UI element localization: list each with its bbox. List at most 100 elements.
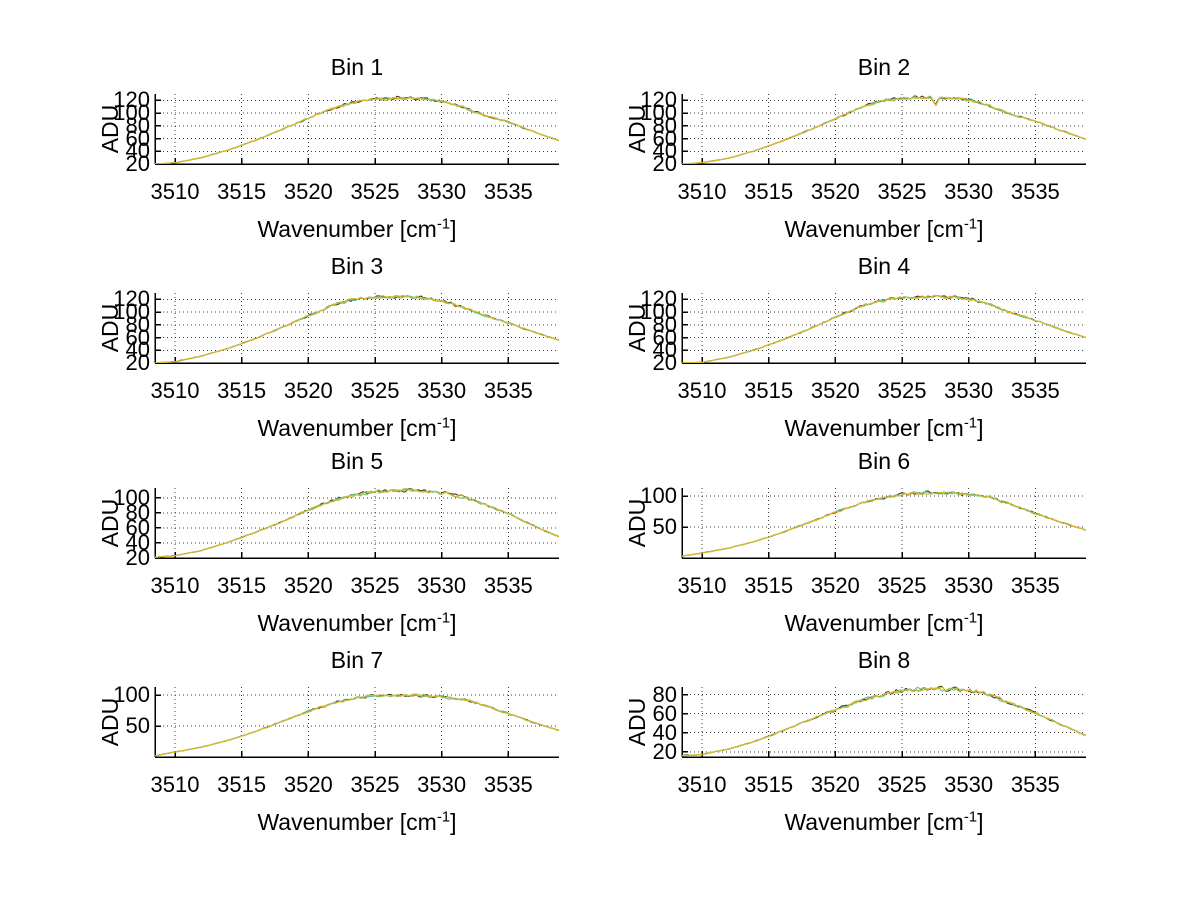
x-tick-label: 3530 bbox=[417, 573, 467, 598]
spectrum-line-secondary bbox=[155, 488, 559, 558]
x-axis-label-exponent: -1 bbox=[436, 609, 451, 627]
y-tick-label: 80 bbox=[652, 681, 677, 707]
grid-lines bbox=[155, 488, 559, 559]
x-tick-label: 3525 bbox=[877, 378, 927, 403]
y-tick-label: 100 bbox=[113, 484, 150, 510]
y-tick-label: 50 bbox=[125, 713, 150, 739]
y-tick-label: 80 bbox=[125, 311, 150, 337]
spectrum-line-primary bbox=[682, 491, 1086, 557]
spectrum-line-primary bbox=[155, 693, 559, 757]
y-tick-label: 40 bbox=[652, 719, 677, 745]
x-axis-label-exponent: -1 bbox=[963, 609, 978, 627]
x-tick-label: 3515 bbox=[217, 179, 267, 204]
x-tick-label: 3520 bbox=[283, 772, 333, 797]
x-tick-label: 3525 bbox=[350, 378, 400, 403]
y-tick-label: 20 bbox=[652, 151, 677, 176]
x-axis-label-exponent: -1 bbox=[436, 215, 451, 233]
spectrum-line-primary bbox=[155, 488, 559, 558]
x-tick-label: 3520 bbox=[283, 179, 333, 204]
x-axis-label: Wavenumber [cm-1] bbox=[197, 610, 517, 636]
y-tick-label: 60 bbox=[652, 700, 677, 726]
spectrum-line-secondary bbox=[155, 294, 559, 363]
x-axis-label-bracket: ] bbox=[977, 809, 984, 835]
x-tick-label: 3530 bbox=[417, 179, 467, 204]
x-axis-label-text: Wavenumber [cm bbox=[257, 809, 437, 835]
y-tick-label: 100 bbox=[640, 100, 677, 126]
plot-title: Bin 5 bbox=[330, 448, 384, 474]
x-axis-label-text: Wavenumber [cm bbox=[784, 415, 964, 441]
grid-lines bbox=[682, 293, 1086, 364]
plot-title: Bin 8 bbox=[857, 647, 911, 673]
y-tick-label: 100 bbox=[113, 100, 150, 126]
x-axis-label: Wavenumber [cm-1] bbox=[197, 216, 517, 242]
x-tick-label: 3525 bbox=[350, 772, 400, 797]
x-tick-label: 3510 bbox=[677, 179, 727, 204]
axis-spines bbox=[154, 293, 559, 364]
x-axis-label: Wavenumber [cm-1] bbox=[724, 415, 1044, 441]
x-tick-label: 3510 bbox=[677, 573, 727, 598]
y-tick-label: 120 bbox=[640, 87, 677, 113]
y-tick-label: 60 bbox=[125, 514, 150, 540]
plot-title: Bin 2 bbox=[857, 54, 911, 80]
x-axis-label: Wavenumber [cm-1] bbox=[197, 415, 517, 441]
x-axis-label-bracket: ] bbox=[450, 809, 457, 835]
plot-title: Bin 7 bbox=[330, 647, 384, 673]
x-tick-label: 3525 bbox=[877, 573, 927, 598]
x-tick-label: 3510 bbox=[677, 378, 727, 403]
plot-area-svg bbox=[154, 487, 559, 559]
y-tick-label: 40 bbox=[125, 529, 150, 555]
spectrum-line-secondary bbox=[155, 694, 559, 757]
x-tick-label: 3515 bbox=[744, 179, 794, 204]
x-tick-label: 3515 bbox=[744, 573, 794, 598]
x-tick-label: 3525 bbox=[877, 179, 927, 204]
y-tick-label: 80 bbox=[652, 311, 677, 337]
x-axis-label-exponent: -1 bbox=[963, 414, 978, 432]
x-tick-label: 3510 bbox=[150, 573, 200, 598]
y-tick-label: 100 bbox=[113, 682, 150, 708]
y-tick-label: 60 bbox=[125, 125, 150, 151]
x-axis-label: Wavenumber [cm-1] bbox=[724, 216, 1044, 242]
x-tick-label: 3535 bbox=[483, 573, 533, 598]
y-axis-label: ADU bbox=[97, 104, 123, 154]
spectrum-line-tertiary bbox=[682, 490, 1086, 557]
grid-lines bbox=[682, 94, 1086, 165]
x-axis-label-bracket: ] bbox=[450, 610, 457, 636]
y-tick-label: 60 bbox=[652, 324, 677, 350]
y-tick-label: 80 bbox=[125, 499, 150, 525]
y-tick-label: 100 bbox=[113, 299, 150, 325]
y-tick-label: 20 bbox=[125, 151, 150, 176]
x-tick-label: 3510 bbox=[677, 772, 727, 797]
x-tick-label: 3530 bbox=[944, 573, 994, 598]
x-tick-label: 3510 bbox=[150, 179, 200, 204]
grid-lines bbox=[155, 687, 559, 757]
x-tick-label: 3515 bbox=[744, 772, 794, 797]
x-axis-label-text: Wavenumber [cm bbox=[784, 809, 964, 835]
y-tick-label: 120 bbox=[113, 286, 150, 312]
spectrum-line-primary bbox=[155, 96, 559, 164]
plot-area-svg bbox=[681, 293, 1086, 364]
axis-spines bbox=[681, 488, 1086, 559]
y-tick-label: 100 bbox=[640, 299, 677, 325]
spectrum-line-tertiary bbox=[155, 693, 559, 757]
x-tick-label: 3515 bbox=[217, 573, 267, 598]
plot-title: Bin 4 bbox=[857, 253, 911, 279]
y-tick-label: 40 bbox=[652, 337, 677, 363]
x-tick-label: 3530 bbox=[944, 772, 994, 797]
axis-spines bbox=[154, 687, 559, 758]
y-axis-label: ADU bbox=[97, 697, 123, 747]
axis-spines bbox=[154, 488, 559, 559]
x-tick-label: 3520 bbox=[283, 378, 333, 403]
plot-area-svg bbox=[681, 685, 1086, 758]
x-tick-label: 3510 bbox=[150, 772, 200, 797]
spectrum-line-primary bbox=[682, 294, 1086, 363]
y-tick-label: 20 bbox=[652, 738, 677, 764]
x-tick-label: 3535 bbox=[1010, 573, 1060, 598]
x-tick-label: 3520 bbox=[810, 378, 860, 403]
x-axis-label-text: Wavenumber [cm bbox=[784, 216, 964, 242]
grid-lines bbox=[682, 687, 1086, 757]
y-tick-label: 20 bbox=[125, 545, 150, 570]
y-axis-label: ADU bbox=[624, 104, 650, 154]
x-tick-label: 3520 bbox=[283, 573, 333, 598]
x-axis-label: Wavenumber [cm-1] bbox=[724, 809, 1044, 835]
x-tick-label: 3525 bbox=[350, 179, 400, 204]
